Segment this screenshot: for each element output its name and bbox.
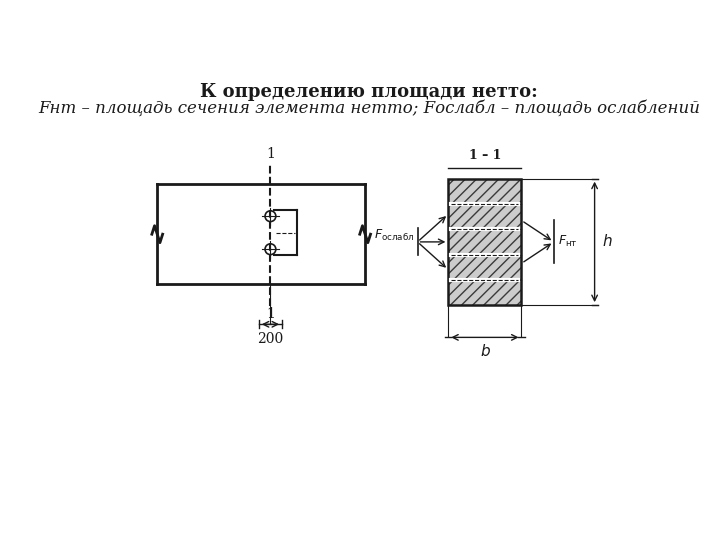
- Text: $F_{\mathregular{нт}}$: $F_{\mathregular{нт}}$: [558, 234, 577, 249]
- Text: Fнт – площадь сечения элемента нетто; Fослабл – площадь ослаблений: Fнт – площадь сечения элемента нетто; Fо…: [38, 100, 700, 117]
- Text: $F_{\mathregular{ослабл}}$: $F_{\mathregular{ослабл}}$: [374, 228, 415, 244]
- Bar: [449, 179, 521, 305]
- Text: h: h: [603, 234, 612, 249]
- Text: b: b: [480, 343, 490, 359]
- Text: 1: 1: [266, 307, 275, 321]
- Text: К определению площади нетто:: К определению площади нетто:: [200, 83, 538, 101]
- Text: 1: 1: [266, 147, 275, 161]
- Bar: [449, 179, 521, 305]
- Text: 200: 200: [257, 332, 284, 346]
- Text: 1 – 1: 1 – 1: [469, 149, 501, 162]
